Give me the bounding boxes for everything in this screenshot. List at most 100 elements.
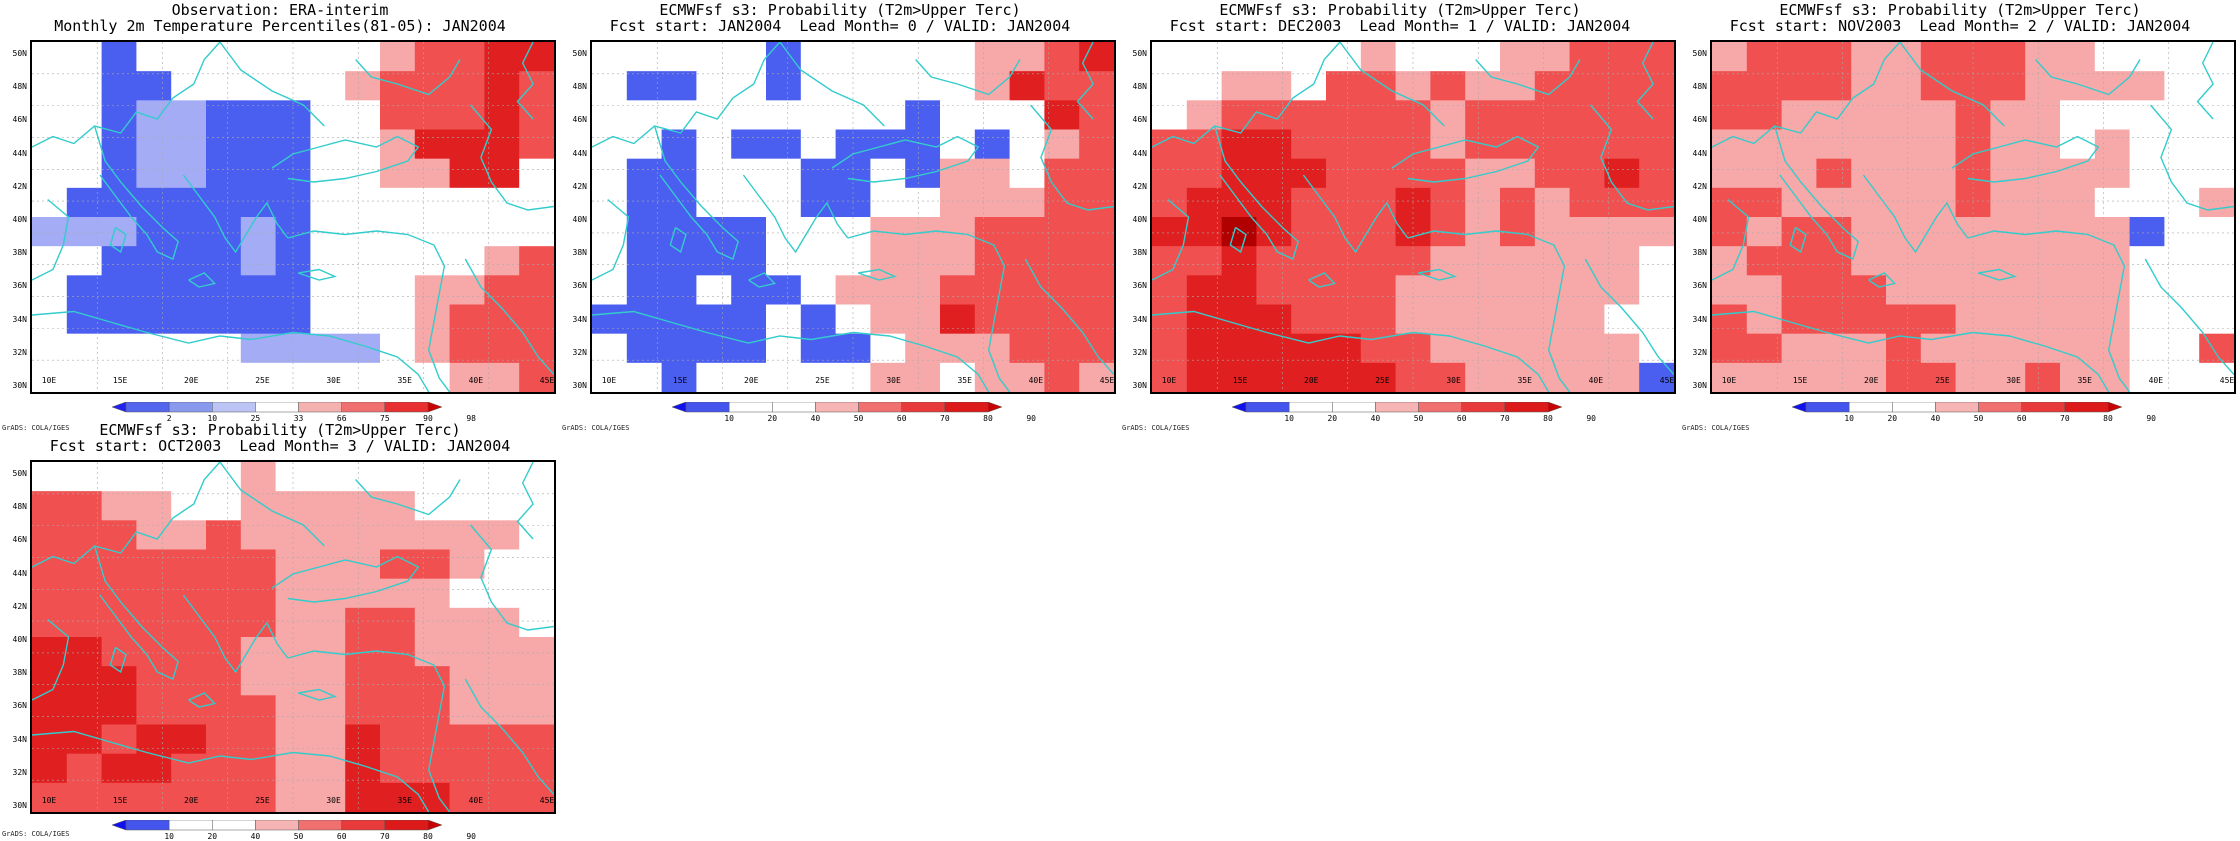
x-tick-label: 15E bbox=[672, 376, 688, 385]
grid-cell bbox=[171, 753, 207, 784]
grid-cell bbox=[136, 100, 172, 131]
grid-cell bbox=[1430, 187, 1466, 218]
grid-cell bbox=[240, 607, 277, 638]
colorbar-swatch bbox=[255, 402, 299, 413]
grid-cell bbox=[171, 724, 207, 755]
map-plot bbox=[32, 42, 554, 392]
grid-cell bbox=[592, 275, 628, 306]
grid-cell bbox=[2199, 100, 2234, 131]
x-tick-label: 35E bbox=[397, 796, 412, 805]
grid-cell bbox=[414, 158, 451, 189]
grid-cell bbox=[1256, 42, 1292, 72]
grid-cell bbox=[449, 666, 485, 696]
grid-cell bbox=[380, 724, 416, 755]
colorbar-swatch bbox=[298, 402, 342, 413]
grid-cell bbox=[1990, 304, 2026, 335]
coastline bbox=[1636, 42, 1654, 120]
grid-cell bbox=[1500, 129, 1536, 160]
coastline bbox=[1712, 198, 1750, 281]
grid-cell bbox=[449, 362, 485, 392]
grid-cell bbox=[2129, 71, 2165, 101]
panel-lead2: ECMWFsf s3: Probability (T2m>Upper Terc)… bbox=[1680, 0, 2240, 432]
grid-cell bbox=[1256, 129, 1292, 160]
grid-cell bbox=[1395, 333, 1431, 364]
colorbar bbox=[1232, 402, 1562, 414]
grid-cell bbox=[1186, 187, 1223, 218]
grid-cell bbox=[2060, 187, 2096, 218]
grid-cell bbox=[1604, 362, 1640, 392]
x-tick-label: 10E bbox=[41, 796, 57, 805]
grid-cell bbox=[974, 129, 1011, 160]
grid-cell bbox=[1009, 246, 1045, 276]
grid-cell bbox=[380, 158, 416, 189]
colorbar bbox=[672, 402, 1002, 414]
grid-cell bbox=[905, 187, 941, 218]
grid-cell bbox=[1920, 158, 1957, 189]
grid-cell bbox=[1079, 304, 1114, 335]
grid-cell bbox=[2094, 158, 2131, 189]
grid-cell bbox=[1712, 100, 1748, 131]
grid-cell bbox=[414, 100, 451, 131]
grid-cell bbox=[696, 100, 732, 131]
grid-cell bbox=[1044, 362, 1080, 392]
grid-cell bbox=[310, 520, 346, 551]
credit-text: GrADS: COLA/IGES bbox=[1122, 424, 1190, 432]
y-tick-label: 44N bbox=[12, 148, 27, 158]
grid-cell bbox=[1186, 246, 1223, 276]
colorbar-label: 10 bbox=[1844, 414, 1854, 423]
grid-cell bbox=[940, 246, 976, 276]
grid-cell bbox=[1851, 333, 1887, 364]
grid-cell bbox=[519, 637, 554, 667]
x-tick-label: 10E bbox=[601, 376, 617, 385]
grid-cell bbox=[1886, 158, 1922, 189]
panel-observation: Observation: ERA-interim Monthly 2m Temp… bbox=[0, 0, 560, 432]
grid-cell bbox=[800, 71, 837, 101]
y-tick-label: 50N bbox=[12, 469, 27, 478]
grid-cell bbox=[1816, 71, 1852, 101]
grid-cell bbox=[171, 129, 207, 160]
grid-cell bbox=[2094, 100, 2131, 131]
grid-cell bbox=[484, 520, 520, 551]
grid-cell bbox=[1569, 158, 1605, 189]
colorbar-swatch bbox=[1792, 402, 1807, 413]
grid-cell bbox=[101, 695, 137, 726]
grid-cell bbox=[275, 71, 311, 101]
y-tick-label: 48N bbox=[1692, 82, 1707, 92]
grid-cell bbox=[2199, 71, 2234, 101]
grid-cell bbox=[414, 462, 451, 492]
grid-cell bbox=[2199, 304, 2234, 335]
grid-cell bbox=[32, 724, 68, 755]
colorbar-label: 90 bbox=[423, 414, 433, 423]
grid-cell bbox=[206, 637, 242, 667]
panel-title: ECMWFsf s3: Probability (T2m>Upper Terc) bbox=[659, 1, 1021, 19]
grid-cell bbox=[661, 129, 697, 160]
grid-cell bbox=[766, 217, 802, 247]
grid-cell bbox=[240, 100, 277, 131]
panel-subtitle: Monthly 2m Temperature Percentiles(81-05… bbox=[54, 17, 506, 35]
grid-cell bbox=[519, 549, 554, 580]
grid-cell bbox=[1920, 304, 1957, 335]
grid-cell bbox=[310, 333, 346, 364]
grid-cell bbox=[1534, 129, 1571, 160]
panel-subtitle: Fcst start: NOV2003 Lead Month= 2 / VALI… bbox=[1729, 17, 2191, 35]
grid-cell bbox=[32, 782, 68, 812]
coastline bbox=[1589, 104, 1674, 211]
coastline bbox=[1712, 310, 2110, 392]
grid-cell bbox=[1534, 275, 1571, 306]
panel-subtitle: Fcst start: DEC2003 Lead Month= 1 / VALI… bbox=[1169, 17, 1631, 35]
panel-title: Observation: ERA-interim bbox=[171, 1, 389, 19]
grid-cell bbox=[275, 695, 311, 726]
y-tick-label: 44N bbox=[1692, 148, 1707, 158]
coastline bbox=[109, 226, 127, 254]
grid-cell bbox=[101, 129, 137, 160]
grid-cell bbox=[1604, 158, 1640, 189]
grid-cell bbox=[626, 158, 663, 189]
grid-cell bbox=[592, 158, 628, 189]
grid-cell bbox=[1746, 217, 1783, 247]
grid-cell bbox=[310, 246, 346, 276]
grid-cell bbox=[1186, 362, 1223, 392]
grid-cell bbox=[2164, 100, 2200, 131]
grid-cell bbox=[1079, 129, 1114, 160]
grid-cell bbox=[1395, 71, 1431, 101]
colorbar-label: 40 bbox=[1370, 414, 1381, 423]
